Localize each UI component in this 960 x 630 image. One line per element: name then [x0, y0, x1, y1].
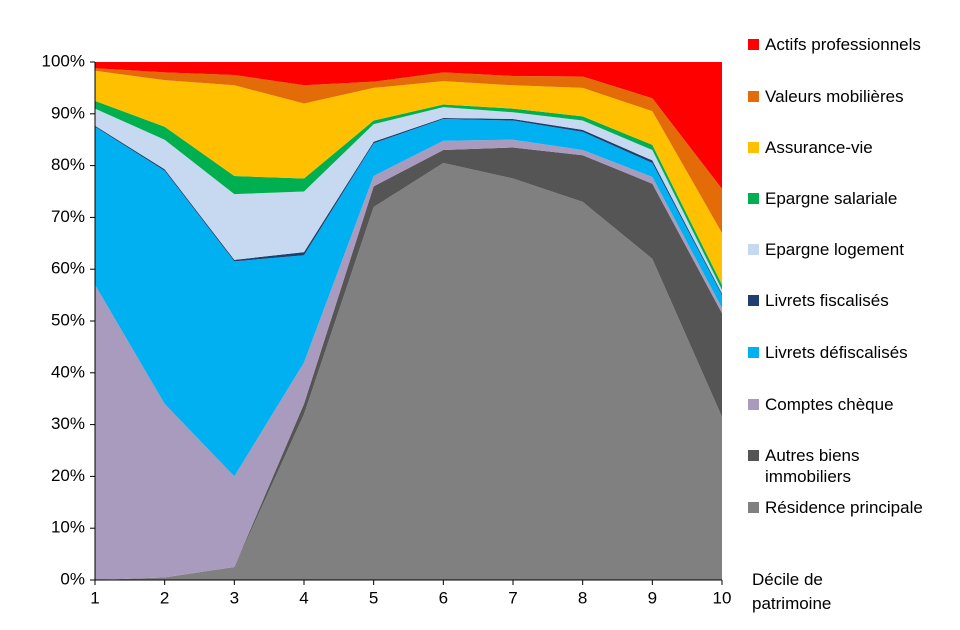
y-tick-label: 70%: [51, 207, 85, 226]
area: [95, 70, 722, 285]
legend-label: Résidence principale: [765, 498, 923, 517]
y-tick-label: 50%: [51, 310, 85, 329]
legend-item: Epargne logement: [748, 239, 958, 260]
y-tick-label: 60%: [51, 259, 85, 278]
x-tick-label: 9: [648, 588, 657, 607]
x-tick-label: 10: [713, 588, 732, 607]
y-tick-label: 10%: [51, 518, 85, 537]
area: [95, 139, 722, 580]
legend-swatch: [748, 39, 759, 50]
legend-swatch: [748, 399, 759, 410]
x-tick-label: 8: [578, 588, 587, 607]
legend-label: Epargne salariale: [765, 189, 898, 208]
legend-label: Comptes chèque: [765, 395, 894, 414]
legend-item: Livrets fiscalisés: [748, 290, 958, 311]
area: [95, 107, 722, 294]
x-tick-label: 3: [230, 588, 239, 607]
x-tick-label: 7: [508, 588, 517, 607]
legend-item: Autres biens immobiliers: [748, 445, 958, 487]
legend-label: Valeurs mobilières: [765, 87, 904, 106]
legend-label: Epargne logement: [765, 240, 904, 259]
x-tick-label: 5: [369, 588, 378, 607]
legend-item: Epargne salariale: [748, 188, 958, 209]
legend-swatch: [748, 347, 759, 358]
legend-swatch: [748, 91, 759, 102]
legend-label: Assurance-vie: [765, 138, 873, 157]
x-axis-label: Décile de patrimoine: [752, 570, 832, 613]
legend-item: Valeurs mobilières: [748, 86, 958, 107]
legend-swatch: [748, 142, 759, 153]
legend-item: Livrets défiscalisés: [748, 342, 958, 363]
y-tick-label: 80%: [51, 155, 85, 174]
area: [95, 118, 722, 477]
legend-item: Comptes chèque: [748, 394, 958, 415]
y-tick-label: 90%: [51, 103, 85, 122]
area: [95, 62, 722, 189]
y-tick-label: 20%: [51, 466, 85, 485]
y-tick-label: 30%: [51, 414, 85, 433]
legend-label: Livrets défiscalisés: [765, 343, 908, 362]
x-tick-label: 4: [299, 588, 308, 607]
legend-swatch: [748, 244, 759, 255]
legend-swatch: [748, 450, 759, 461]
legend-item: Résidence principale: [748, 497, 958, 518]
y-tick-label: 100%: [42, 51, 85, 70]
y-tick-label: 0%: [60, 569, 85, 588]
y-tick-label: 40%: [51, 362, 85, 381]
legend-swatch: [748, 295, 759, 306]
legend-swatch: [748, 502, 759, 513]
x-tick-label: 1: [90, 588, 99, 607]
x-tick-label: 2: [160, 588, 169, 607]
legend-label: Actifs professionnels: [765, 35, 921, 54]
legend-label: Autres biens immobiliers: [765, 446, 860, 486]
legend-swatch: [748, 193, 759, 204]
legend-item: Actifs professionnels: [748, 34, 958, 55]
legend-item: Assurance-vie: [748, 137, 958, 158]
legend-label: Livrets fiscalisés: [765, 291, 889, 310]
area: [95, 163, 722, 580]
x-tick-label: 6: [439, 588, 448, 607]
